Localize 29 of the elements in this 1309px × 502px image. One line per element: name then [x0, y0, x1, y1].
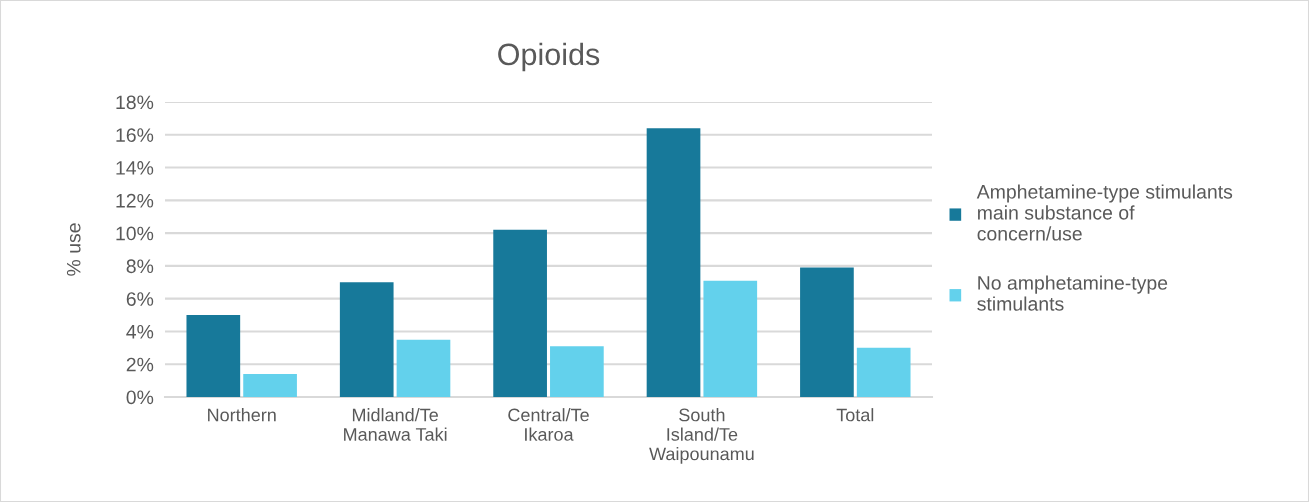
x-tick-label: Northern: [208, 408, 276, 422]
y-tick-label: 16%: [116, 128, 154, 143]
y-tick-label: 2%: [126, 357, 154, 372]
y-tick-label: 4%: [126, 325, 154, 339]
x-tick-label: Central/Te Ikaroa: [508, 408, 589, 441]
y-axis-title: % use: [66, 223, 81, 276]
bar: [800, 267, 854, 397]
bar: [646, 128, 701, 397]
y-tick-label: 8%: [126, 259, 154, 274]
bar: [243, 374, 297, 397]
y-tick-label: 18%: [116, 95, 154, 110]
y-tick-label: 6%: [126, 292, 154, 306]
bar: [339, 282, 394, 397]
bar: [186, 315, 241, 397]
bar: [493, 229, 547, 397]
chart-title: Opioids: [498, 42, 600, 72]
legend-label: Amphetamine-type stimulants main substance of concern/use: [976, 184, 1233, 241]
bar: [550, 346, 604, 397]
x-tick-label: Total: [836, 408, 874, 422]
x-tick-label: Midland/Te Manawa Taki: [344, 408, 447, 441]
y-tick-label: 0%: [126, 390, 154, 405]
bar: [856, 347, 911, 397]
legend-label: No amphetamine-type stimulants: [977, 275, 1168, 311]
y-tick-label: 10%: [116, 226, 154, 241]
bar: [703, 280, 758, 397]
y-tick-label: 12%: [116, 193, 154, 208]
x-tick-label: South Island/Te Waipounamu: [649, 408, 754, 464]
bar: [396, 339, 451, 397]
y-tick-label: 14%: [116, 161, 154, 175]
